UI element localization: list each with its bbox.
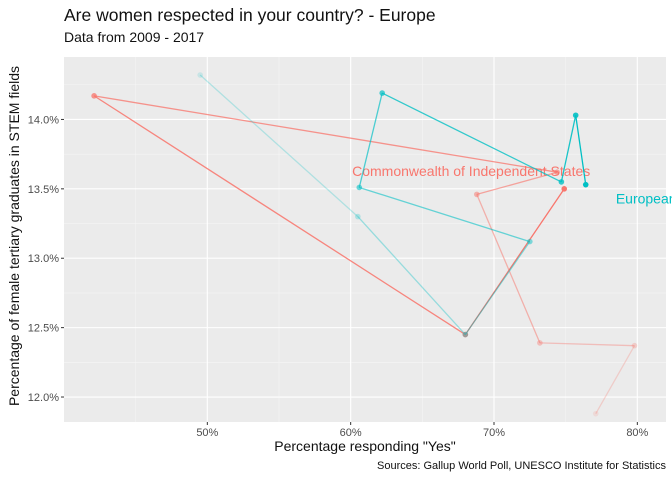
series-eu-point xyxy=(582,181,589,188)
series-cis-segment xyxy=(476,171,558,196)
axis-layer: 50% 60% 70% 80% 12.0% 12.5% 13.0% 13.5% 14.0% xyxy=(28,114,649,439)
series-cis-segment xyxy=(595,345,636,414)
grid-layer xyxy=(64,57,666,422)
series-eu-segment xyxy=(199,74,359,218)
series-cis-label: Commonwealth of Independent States xyxy=(352,163,590,179)
series-eu-segment xyxy=(464,241,531,335)
plot-panel xyxy=(64,57,666,422)
y-tick-label: 12.5% xyxy=(28,323,59,335)
series-cis-point xyxy=(537,340,543,346)
series-cis-segment xyxy=(464,188,565,335)
series-eu-point xyxy=(527,238,533,245)
series-cis-segment xyxy=(93,95,466,336)
chart-caption: Sources: Gallup World Poll, UNESCO Insti… xyxy=(377,460,666,472)
x-tick-label: 70% xyxy=(483,427,505,439)
series-cis-point xyxy=(554,169,560,175)
series-eu-point xyxy=(572,112,579,119)
series-eu-point xyxy=(197,72,203,78)
y-tick-label: 14.0% xyxy=(28,114,59,126)
series-layer: Commonwealth of Independent States Europe… xyxy=(91,72,672,417)
x-tick-label: 80% xyxy=(626,427,648,439)
series-eu-segment xyxy=(381,92,562,183)
series-eu-segment xyxy=(560,115,577,183)
y-tick-label: 12.0% xyxy=(28,392,59,404)
series-eu-segment xyxy=(575,115,587,185)
series-eu-segment xyxy=(357,216,466,336)
series-eu-point xyxy=(356,184,363,191)
series-cis-segment xyxy=(539,342,635,347)
series-eu-segment xyxy=(359,186,531,243)
x-axis-label: Percentage responding "Yes" xyxy=(274,438,456,454)
series-cis-point xyxy=(592,410,599,417)
series-eu-point xyxy=(558,179,565,185)
series-cis-point xyxy=(561,186,568,192)
x-tick-label: 50% xyxy=(196,427,218,439)
series-eu-point xyxy=(462,331,469,338)
series-eu-point xyxy=(379,90,386,96)
series-cis-point xyxy=(462,331,469,338)
x-tick-label: 60% xyxy=(340,427,362,439)
y-axis-label: Percentage of female tertiary graduates … xyxy=(6,65,22,407)
series-cis-point xyxy=(474,191,480,198)
series-eu-segment xyxy=(358,92,383,188)
series-cis-segment xyxy=(476,194,541,344)
series-cis-point xyxy=(91,93,97,99)
y-tick-label: 13.0% xyxy=(28,253,59,265)
chart-title: Are women respected in your country? - E… xyxy=(64,5,436,25)
series-eu-label: European Union xyxy=(616,191,672,207)
series-eu-point xyxy=(355,213,361,220)
chart-subtitle: Data from 2009 - 2017 xyxy=(64,29,205,45)
series-cis-segment xyxy=(93,95,558,173)
series-cis-point xyxy=(631,342,638,349)
y-tick-label: 13.5% xyxy=(28,184,59,196)
